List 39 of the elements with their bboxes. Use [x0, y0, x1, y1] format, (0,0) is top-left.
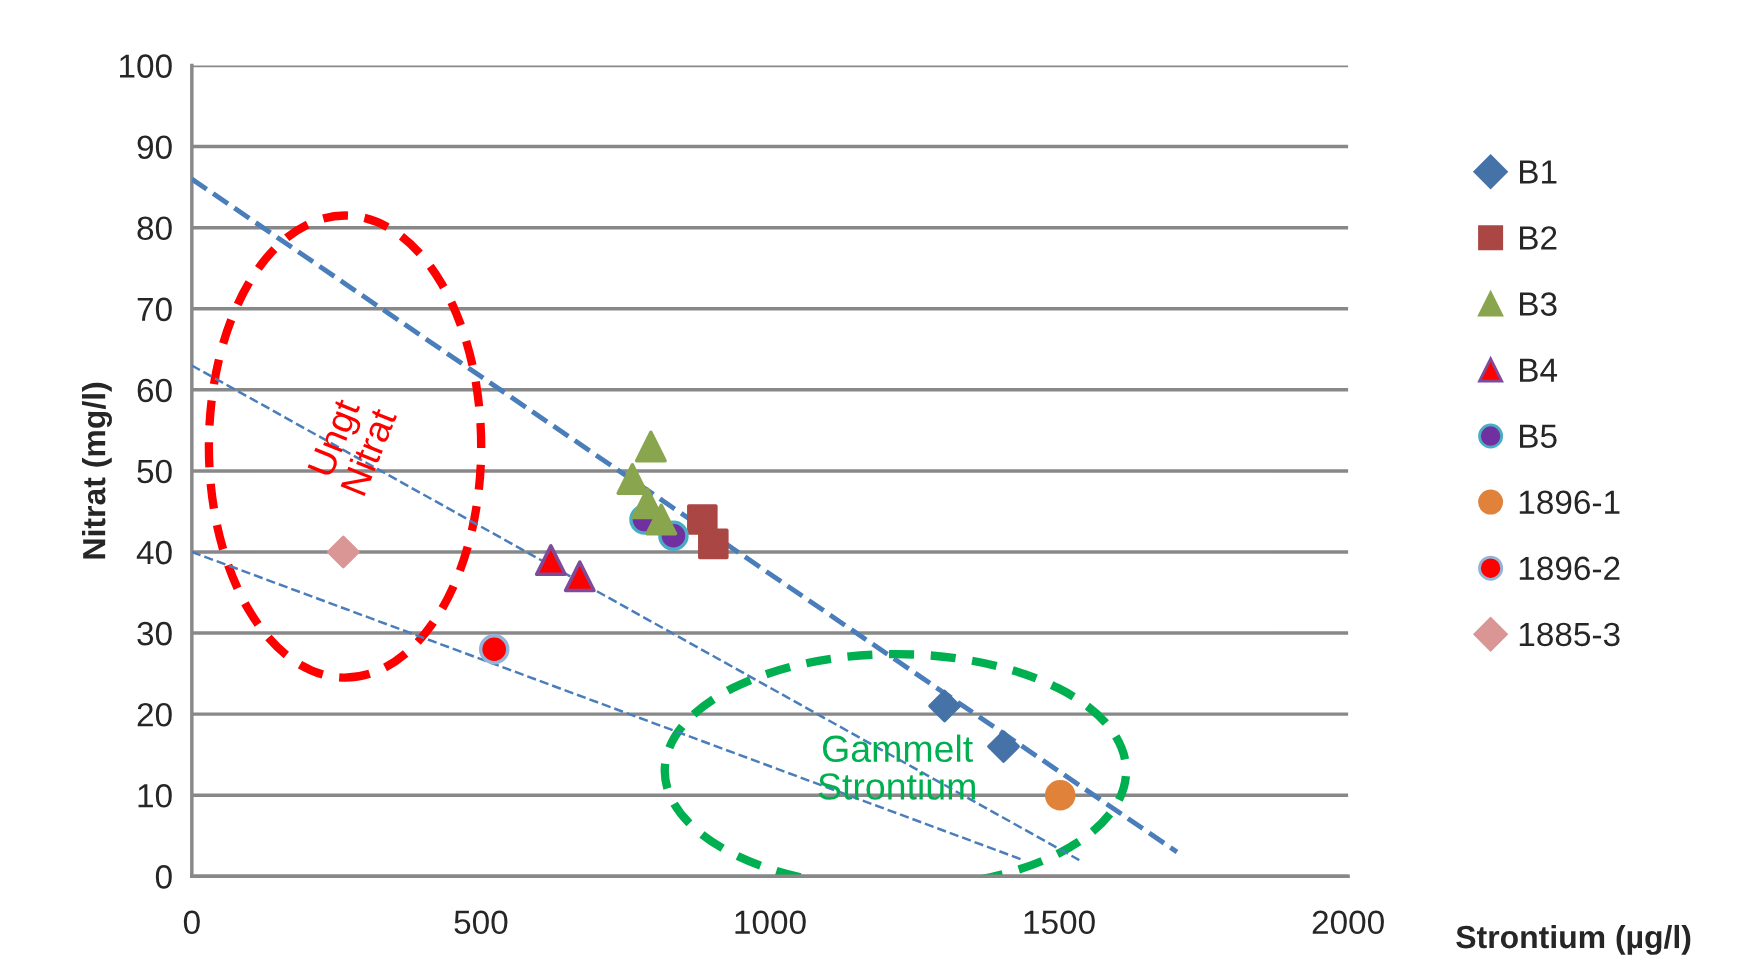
y-tick-label: 70: [137, 297, 172, 322]
legend-label: B5: [1520, 424, 1557, 449]
y-tick-label: 20: [137, 702, 172, 727]
x-tick-label: 1500: [1024, 910, 1095, 935]
legend-label: 1896-1: [1519, 490, 1620, 515]
point: [534, 544, 567, 577]
point: [698, 528, 729, 560]
x-tick-label: 2000: [1312, 910, 1384, 935]
point: [478, 634, 510, 665]
y-tick-label: 60: [137, 378, 172, 403]
y-tick-label: 80: [137, 216, 172, 241]
y-tick-label: 100: [120, 54, 172, 78]
y-tick-label: 90: [137, 135, 172, 160]
y-tick-label: 40: [136, 540, 172, 565]
point: [928, 689, 961, 723]
x-axis-title: Strontium (µg/l): [1456, 924, 1691, 955]
legend-label: 1896-2: [1519, 556, 1620, 581]
point: [987, 730, 1020, 763]
y-axis-title: Nitrat (mg/l): [82, 382, 112, 559]
legend-label: 1885-3: [1519, 622, 1620, 647]
legend-label: B1: [1520, 160, 1557, 184]
y-tick-label: 30: [137, 621, 172, 646]
point: [327, 535, 360, 569]
point: [687, 504, 718, 535]
point: [616, 463, 649, 495]
x-tick-label: 0: [183, 910, 200, 935]
y-tick-label: 50: [137, 459, 172, 484]
y-tick-label: 10: [138, 784, 172, 808]
y-tick-label: 0: [155, 865, 172, 889]
point: [634, 430, 667, 463]
point: [563, 560, 596, 593]
x-tick-label: 500: [454, 910, 508, 935]
legend-label: B2: [1520, 226, 1557, 250]
point: [645, 503, 678, 536]
x-tick-label: 1000: [735, 910, 806, 935]
annotation: Ungt Nitrat: [307, 397, 398, 497]
legend-label: B3: [1520, 292, 1557, 316]
point: [1044, 779, 1076, 811]
legend-label: B4: [1520, 358, 1558, 382]
